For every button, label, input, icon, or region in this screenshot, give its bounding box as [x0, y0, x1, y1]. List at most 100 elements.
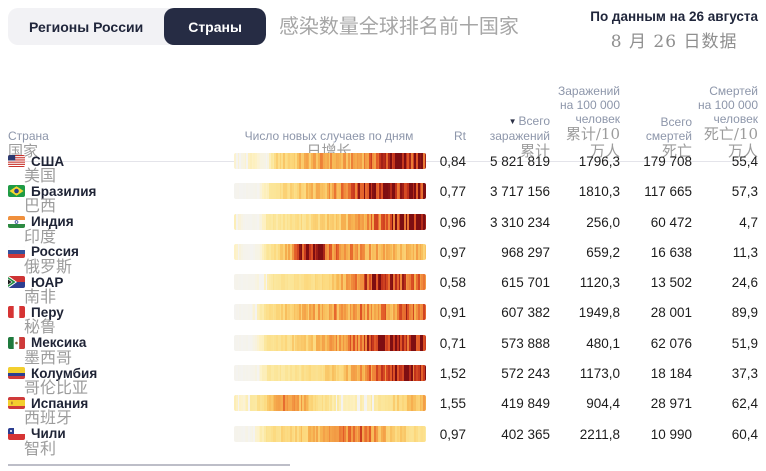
- total-deaths-value: 28 001: [650, 305, 692, 321]
- country-name-zh: 印度: [24, 226, 57, 246]
- total-infections-value: 402 365: [501, 426, 550, 442]
- column-header-deaths-per-100k-line2: на 100 000: [697, 98, 758, 112]
- page-title: 感染数量全球排名前十国家: [278, 14, 519, 38]
- infections-per-100k-value: 2211,8: [579, 426, 620, 442]
- daily-cases-strip: [234, 213, 426, 230]
- column-header-total-deaths[interactable]: Всего смертей 死亡: [620, 84, 692, 160]
- table-row: Индия 印度 0,96 3 310 234 256,0 60 472 4,7: [8, 211, 758, 244]
- column-header-total-deaths-zh: 死亡: [661, 142, 692, 160]
- table-body: США 美国 0,84 5 821 819 1796,3 179 708 55,4 Брази…: [8, 150, 758, 456]
- country-name-ru: Мексика: [31, 335, 87, 351]
- column-header-rt[interactable]: Rt: [428, 84, 466, 160]
- daily-cases-strip: [234, 274, 426, 291]
- table-row: Бразилия 巴西 0,77 3 717 156 1810,3 117 665 57,3: [8, 180, 758, 214]
- rt-value: 0,84: [439, 154, 466, 169]
- infections-per-100k-value: 256,0: [586, 214, 620, 230]
- country-name-ru: Колумбия: [31, 365, 98, 381]
- total-deaths-value: 179 708: [643, 154, 692, 169]
- tab-russian-regions[interactable]: Регионы России: [29, 18, 144, 35]
- flag-icon-in: [8, 215, 25, 228]
- total-infections-value: 573 888: [501, 335, 550, 351]
- rt-value: 0,71: [439, 335, 466, 351]
- rt-value: 0,58: [439, 275, 466, 291]
- daily-cases-strip: [234, 334, 426, 351]
- rt-value: 0,91: [439, 305, 466, 321]
- country-cell: Бразилия 巴西: [8, 182, 230, 214]
- total-infections-value: 419 849: [501, 396, 550, 412]
- flag-icon-br: [8, 185, 25, 198]
- table-row: Чили 智利 0,97 402 365 2211,8 10 990 60,4: [8, 423, 758, 456]
- infections-per-100k-value: 1120,3: [579, 275, 620, 291]
- total-deaths-value: 28 971: [650, 396, 692, 412]
- flag-icon-za: [8, 276, 25, 289]
- column-header-deaths-per-100k-line1: Смертей: [709, 84, 758, 98]
- updated-date-ru: По данным на 26 августа: [590, 9, 758, 24]
- total-infections-value: 3 717 156: [489, 184, 550, 200]
- column-header-total-deaths-line2: смертей: [645, 129, 692, 143]
- country-name-ru: Чили: [31, 426, 66, 442]
- rt-value: 0,97: [439, 426, 466, 442]
- country-name-ru: Индия: [31, 214, 74, 230]
- table-row: Россия 俄罗斯 0,97 968 297 659,2 16 638 11,3: [8, 241, 758, 274]
- flag-icon-co: [8, 367, 25, 380]
- deaths-per-100k-value: 51,9: [731, 335, 758, 351]
- country-cell: Чили 智利: [8, 425, 230, 456]
- daily-cases-strip: [234, 425, 426, 442]
- daily-cases-strip: [234, 153, 426, 169]
- partial-divider: [8, 464, 290, 466]
- total-infections-value: 615 701: [501, 275, 550, 291]
- country-name-zh: 俄罗斯: [24, 256, 73, 276]
- country-name-zh: 秘鲁: [24, 317, 57, 337]
- infections-per-100k-value: 904,4: [586, 396, 620, 412]
- deaths-per-100k-value: 37,3: [731, 366, 758, 382]
- table-row: ЮАР 南非 0,58 615 701 1120,3 13 502 24,6: [8, 271, 758, 305]
- top-bar: Регионы России Страны 感染数量全球排名前十国家 По да…: [8, 8, 758, 52]
- column-header-total-infections-line1: Всего: [518, 114, 550, 128]
- country-name-ru: США: [31, 153, 65, 169]
- daily-cases-strip: [234, 243, 426, 260]
- infections-per-100k-value: 480,1: [586, 335, 620, 351]
- column-header-daily-cases-ru: Число новых случаев по дням: [244, 129, 414, 143]
- column-header-deaths-per-100k[interactable]: Смертей на 100 000 человек 死亡/10 万人: [692, 84, 758, 160]
- table-row: Перу 秘鲁 0,91 607 382 1949,8 28 001 89,9: [8, 301, 758, 335]
- table-row: Испания 西班牙 1,55 419 849 904,4 28 971 62,4: [8, 392, 758, 426]
- column-header-daily-cases: Число новых случаев по дням 日增长: [230, 84, 428, 160]
- deaths-per-100k-value: 89,9: [731, 305, 758, 321]
- flag-icon-pe: [8, 306, 25, 319]
- updated-date-zh: 8 月 26 日数据: [610, 32, 738, 52]
- flag-icon-es: [8, 397, 25, 410]
- column-header-infections-per-100k-line2: на 100 000: [559, 98, 620, 112]
- country-cell: США 美国: [8, 152, 230, 184]
- country-name-zh: 西班牙: [24, 408, 73, 428]
- country-name-zh: 美国: [24, 166, 57, 185]
- total-deaths-value: 62 076: [650, 335, 692, 351]
- total-infections-value: 3 310 234: [489, 214, 550, 230]
- daily-cases-strip: [234, 183, 426, 200]
- country-name-ru: Перу: [31, 304, 64, 320]
- column-header-infections-per-100k-line1: Заражений: [557, 84, 620, 98]
- deaths-per-100k-value: 60,4: [731, 426, 758, 442]
- column-header-infections-per-100k[interactable]: Заражений на 100 000 человек 累计/10 万人: [550, 84, 620, 160]
- flag-icon-mx: [8, 336, 25, 349]
- infections-per-100k-value: 659,2: [586, 244, 620, 260]
- view-switcher: Регионы России Страны: [8, 8, 266, 45]
- total-infections-value: 572 243: [501, 366, 550, 382]
- tab-countries[interactable]: Страны: [164, 8, 266, 45]
- deaths-per-100k-value: 4,7: [739, 214, 758, 230]
- rt-value: 0,97: [439, 244, 466, 260]
- table-row: Колумбия 哥伦比亚 1,52 572 243 1173,0 18 184 37,3: [8, 362, 758, 396]
- table-row: США 美国 0,84 5 821 819 1796,3 179 708 55,4: [8, 150, 758, 184]
- country-name-zh: 南非: [24, 287, 57, 307]
- data-updated: По данным на 26 августа 8 月 26 日数据: [590, 8, 758, 52]
- country-cell: Испания 西班牙: [8, 394, 230, 426]
- column-header-country-ru: Страна: [8, 129, 49, 143]
- country-name-zh: 巴西: [24, 196, 57, 216]
- column-header-total-infections-line2: заражений: [489, 129, 550, 143]
- deaths-per-100k-value: 57,3: [731, 184, 758, 200]
- total-deaths-value: 13 502: [650, 275, 692, 291]
- country-name-ru: Испания: [31, 395, 89, 411]
- total-deaths-value: 10 990: [650, 426, 692, 442]
- column-header-total-infections-zh: 累计: [519, 142, 550, 160]
- column-header-total-infections[interactable]: ▼ Всего заражений 累计: [466, 84, 550, 160]
- deaths-per-100k-value: 62,4: [731, 396, 758, 412]
